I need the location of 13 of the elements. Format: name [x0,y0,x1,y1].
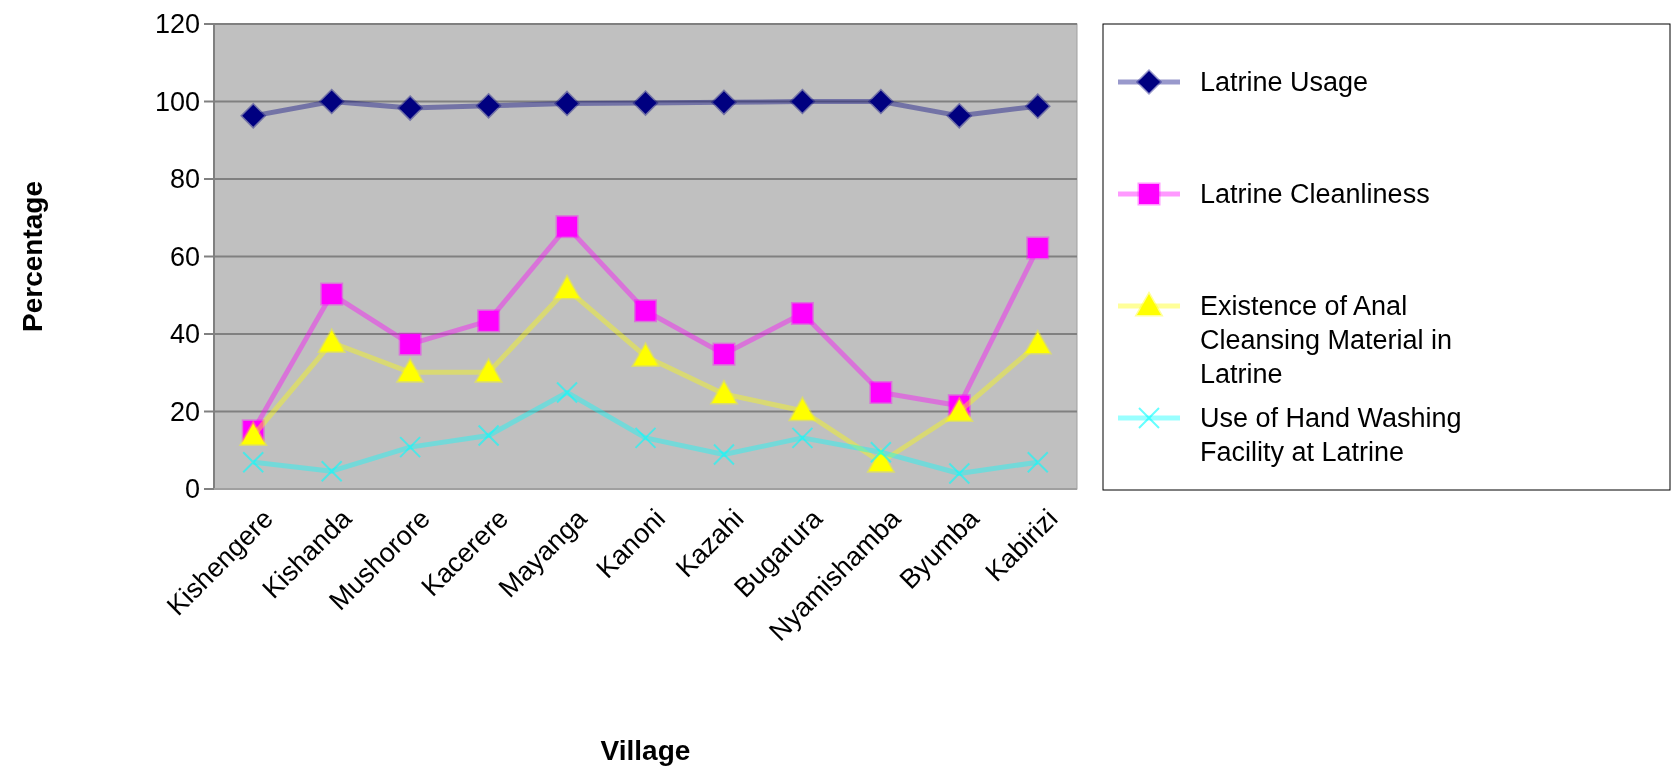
x-axis-title: Village [600,735,691,766]
legend-label: Use of Hand Washing Facility at Latrine [1200,403,1462,468]
y-tick-label: 20 [169,396,200,427]
y-tick-label: 40 [169,319,200,350]
legend-label: Latrine Usage [1200,67,1369,98]
y-axis-title: Percentage [17,181,48,332]
y-tick-label: 0 [184,474,200,505]
legend-label: Existence of Anal Cleansing Material in Latrine [1200,291,1453,389]
y-tick-label: 80 [169,164,200,195]
y-tick-label: 100 [154,86,200,117]
y-tick-label: 120 [154,9,200,40]
legend-label: Latrine Cleanliness [1200,179,1430,210]
y-tick-label: 60 [169,241,200,272]
